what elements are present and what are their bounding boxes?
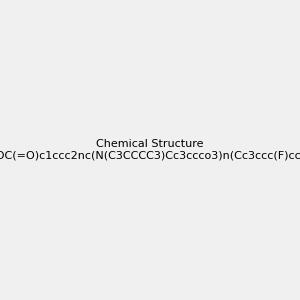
Text: Chemical Structure
COC(=O)c1ccc2nc(N(C3CCCC3)Cc3ccco3)n(Cc3ccc(F)cc3): Chemical Structure COC(=O)c1ccc2nc(N(C3C… <box>0 139 300 161</box>
